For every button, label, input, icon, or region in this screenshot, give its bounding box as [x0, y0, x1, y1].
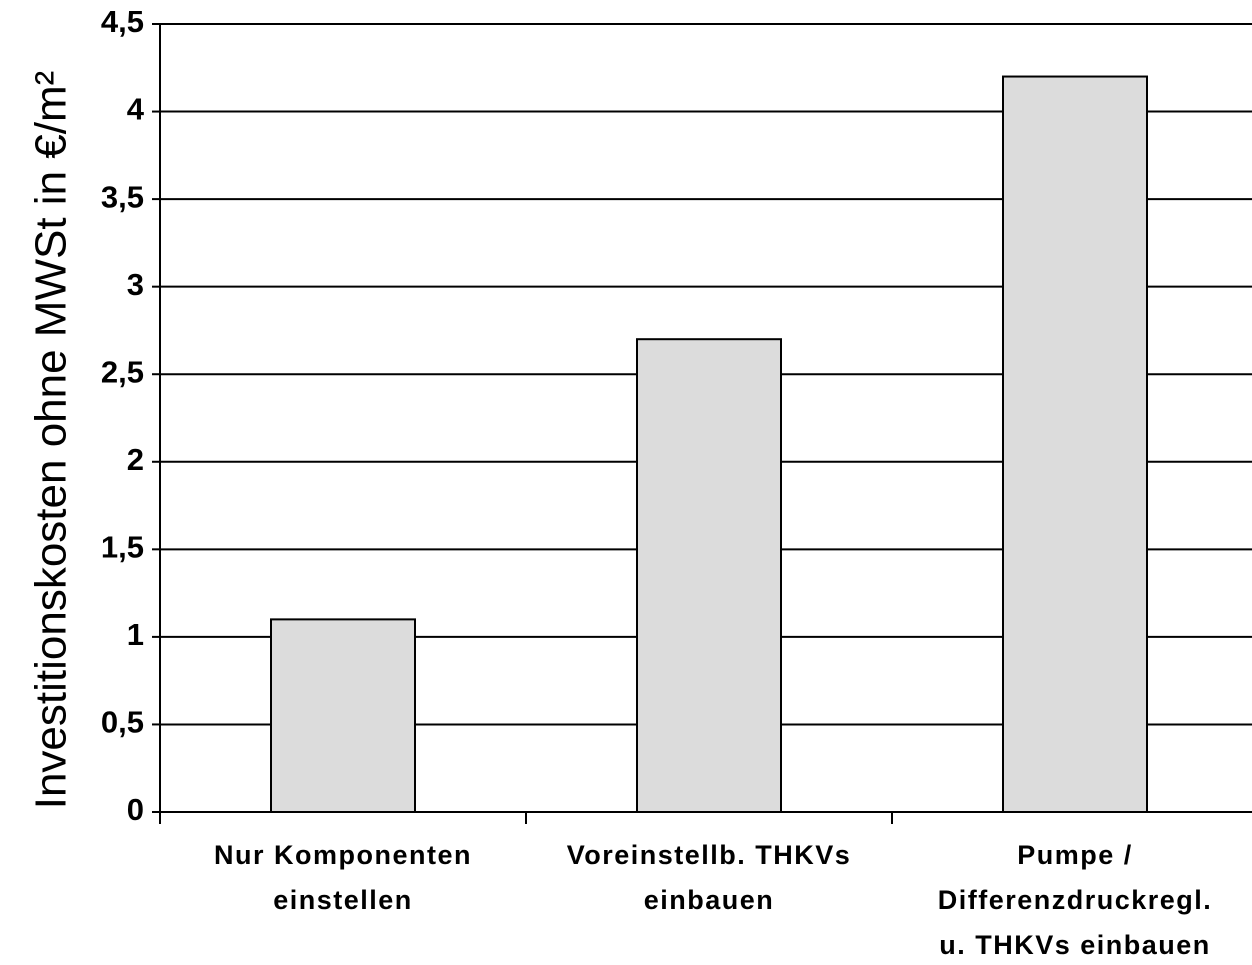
- bar: [270, 618, 416, 814]
- y-tick-label: 4,5: [101, 4, 144, 39]
- y-tick-label: 2: [127, 442, 144, 477]
- x-tick-label: Voreinstellb. THKVs: [567, 840, 852, 870]
- y-tick-label: 0: [127, 792, 144, 827]
- y-tick-label: 2,5: [101, 354, 144, 389]
- y-axis-label: Investitionskosten ohne MWSt in €/m²: [27, 71, 76, 810]
- bar: [1002, 75, 1148, 814]
- y-tick-label: 1,5: [101, 530, 144, 565]
- y-tick-label: 0,5: [101, 705, 144, 740]
- bar: [636, 338, 782, 813]
- x-tick-label: Pumpe /: [1017, 840, 1133, 870]
- y-tick-label: 3: [127, 267, 144, 302]
- x-tick-label: Nur Komponenten: [214, 840, 472, 870]
- x-tick-label: Differenzdruckregl.: [938, 885, 1213, 915]
- x-tick-label: einstellen: [273, 885, 413, 915]
- x-tick-label: u. THKVs einbauen: [939, 930, 1211, 960]
- y-tick-label: 4: [127, 92, 145, 127]
- y-tick-label: 3,5: [101, 179, 144, 214]
- y-tick-label: 1: [127, 617, 144, 652]
- x-tick-label: einbauen: [644, 885, 775, 915]
